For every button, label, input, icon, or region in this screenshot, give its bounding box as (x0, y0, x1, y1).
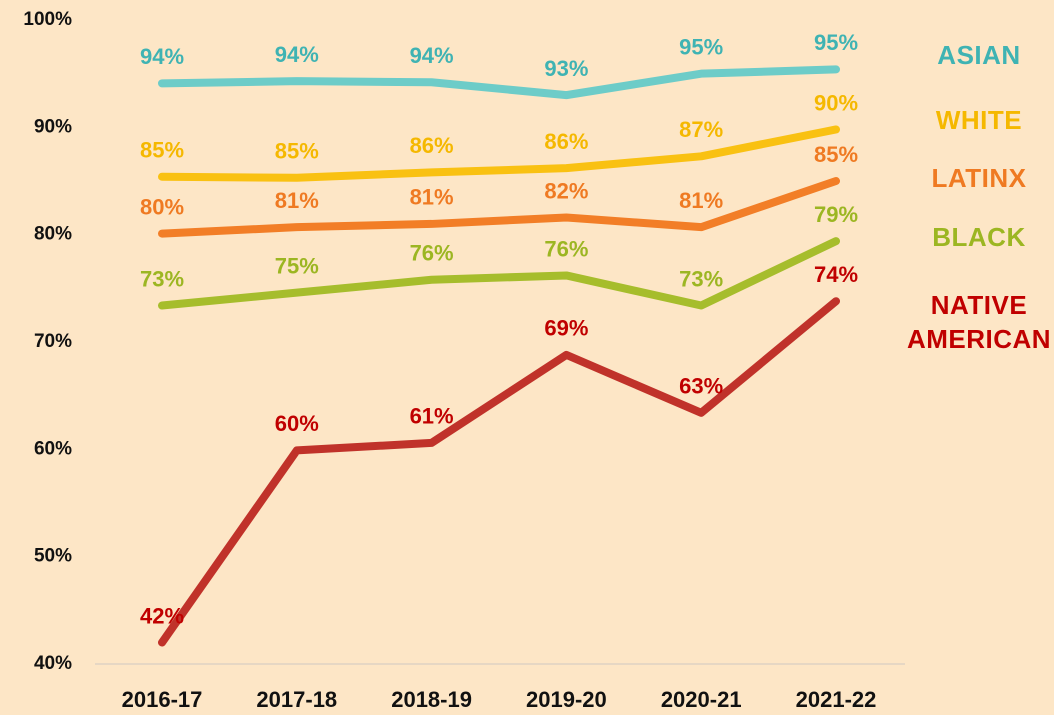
data-label: 73% (140, 266, 184, 291)
data-label: 94% (410, 43, 454, 68)
series-line (158, 177, 840, 238)
data-label: 85% (275, 139, 319, 164)
data-label: 95% (814, 30, 858, 55)
data-label: 95% (679, 34, 723, 59)
y-tick-label: 100% (23, 9, 72, 30)
x-tick-label: 2019-20 (526, 687, 607, 712)
y-tick-label: 60% (34, 438, 72, 459)
x-tick-label: 2021-22 (796, 687, 877, 712)
y-tick-label: 90% (34, 116, 72, 137)
data-label: 85% (814, 142, 858, 167)
data-label: 86% (544, 129, 588, 154)
y-tick-label: 80% (34, 224, 72, 245)
data-label: 63% (679, 374, 723, 399)
series-line (158, 237, 840, 310)
data-label: 87% (679, 117, 723, 142)
data-label: 73% (679, 266, 723, 291)
legend-entry: LATINX (931, 163, 1027, 193)
data-label: 61% (410, 404, 454, 429)
series-line (158, 65, 840, 100)
legend-entry: ASIAN (937, 40, 1021, 70)
data-label: 85% (140, 138, 184, 163)
data-label: 93% (544, 56, 588, 81)
data-label: 75% (275, 253, 319, 278)
data-label: 81% (679, 188, 723, 213)
y-tick-label: 50% (34, 546, 72, 567)
data-label: 81% (410, 185, 454, 210)
data-label: 76% (410, 241, 454, 266)
legend-entry: BLACK (932, 222, 1026, 252)
series-line (158, 125, 840, 182)
data-label: 42% (140, 603, 184, 628)
data-label: 74% (814, 262, 858, 287)
data-label: 82% (544, 178, 588, 203)
series-line (158, 297, 840, 647)
data-label: 76% (544, 236, 588, 261)
x-tick-label: 2020-21 (661, 687, 742, 712)
data-label: 79% (814, 202, 858, 227)
legend-entry: WHITE (935, 105, 1023, 135)
x-tick-label: 2017-18 (256, 687, 337, 712)
data-label: 60% (275, 411, 319, 436)
data-label: 86% (410, 133, 454, 158)
data-label: 80% (140, 194, 184, 219)
y-tick-label: 40% (34, 653, 72, 674)
data-label: 69% (544, 316, 588, 341)
data-label: 94% (140, 44, 184, 69)
data-label: 90% (814, 90, 858, 115)
x-tick-label: 2016-17 (122, 687, 203, 712)
y-tick-label: 70% (34, 331, 72, 352)
x-tick-label: 2018-19 (391, 687, 472, 712)
data-label: 81% (275, 188, 319, 213)
data-label: 94% (275, 42, 319, 67)
legend-entry: NATIVE AMERICAN (906, 290, 1052, 354)
